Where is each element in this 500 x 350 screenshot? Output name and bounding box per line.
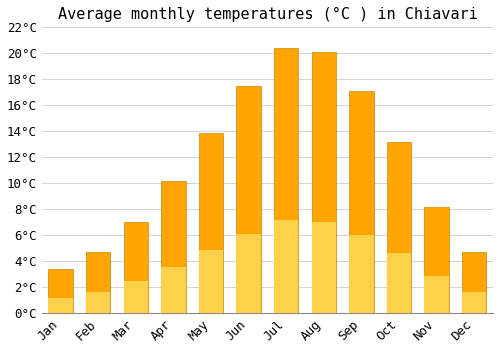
Bar [161, 267, 186, 313]
Bar [199, 250, 223, 313]
Bar [387, 253, 411, 313]
Bar [48, 298, 73, 313]
Bar [124, 281, 148, 313]
Bar [86, 292, 110, 313]
Bar [312, 222, 336, 313]
Bar [274, 220, 298, 313]
Bar [349, 91, 374, 313]
Bar [48, 269, 73, 313]
Bar [161, 181, 186, 313]
Bar [274, 48, 298, 313]
Bar [387, 142, 411, 313]
Title: Average monthly temperatures (°C ) in Chiavari: Average monthly temperatures (°C ) in Ch… [58, 7, 478, 22]
Bar [462, 252, 486, 313]
Bar [199, 133, 223, 313]
Bar [349, 235, 374, 313]
Bar [424, 206, 449, 313]
Bar [124, 222, 148, 313]
Bar [424, 276, 449, 313]
Bar [312, 52, 336, 313]
Bar [236, 86, 261, 313]
Bar [462, 292, 486, 313]
Bar [236, 233, 261, 313]
Bar [86, 252, 110, 313]
